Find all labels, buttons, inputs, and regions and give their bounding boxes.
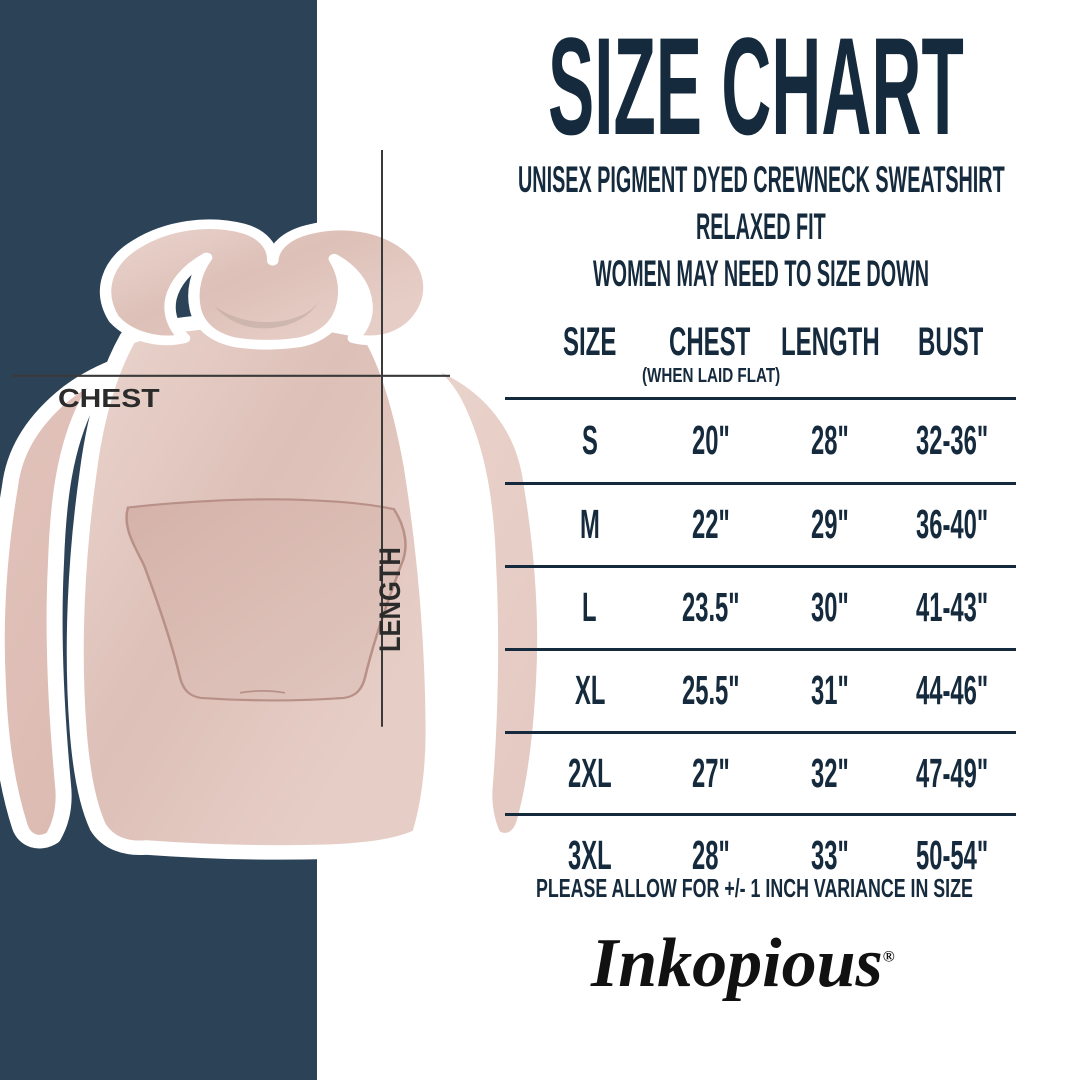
svg-text:CHEST: CHEST bbox=[58, 384, 160, 412]
svg-text:LENGTH: LENGTH bbox=[373, 547, 406, 652]
